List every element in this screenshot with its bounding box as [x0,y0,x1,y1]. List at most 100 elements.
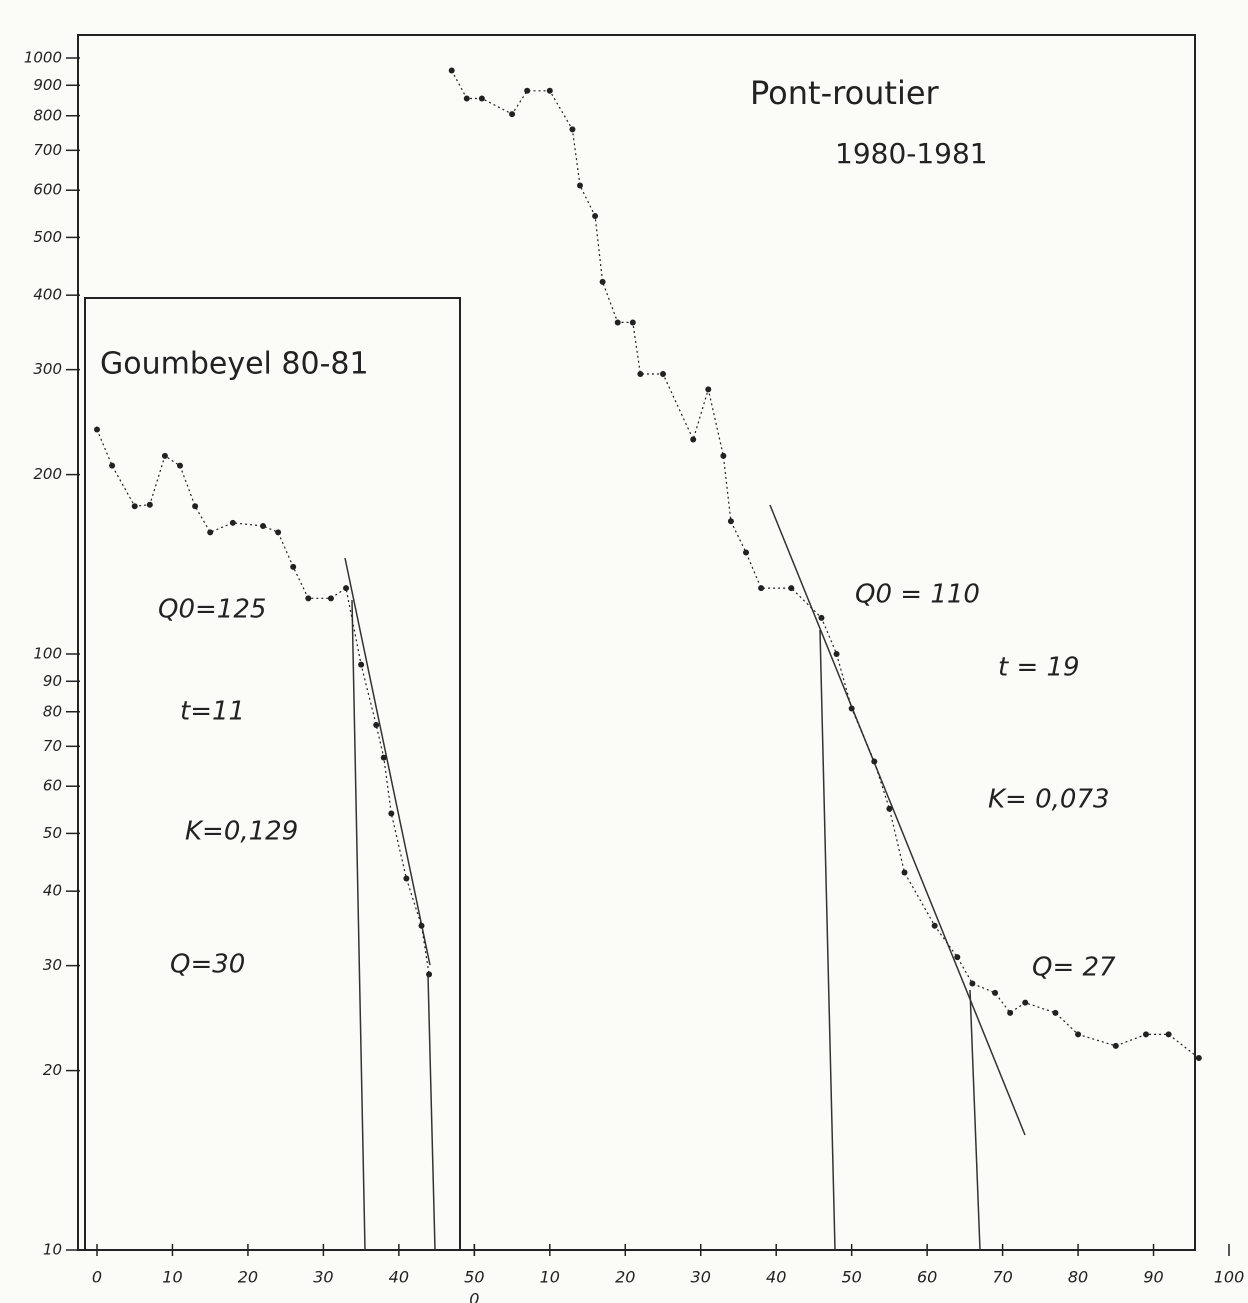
data-point [833,651,840,657]
inset-frame [84,297,461,1251]
chart-title: Pont-routier [750,74,940,112]
y-tick-label: 700 [33,141,62,159]
data-point [448,67,455,74]
x-tick-label: 80 [1068,1268,1088,1287]
data-point [418,922,425,929]
data-point [177,462,184,469]
data-point [327,595,334,602]
data-point [1142,1031,1149,1038]
y-tick-label: 900 [33,76,62,94]
cut-line [351,599,366,1251]
data-point [569,126,576,133]
x-tick-label: 100 [1214,1268,1245,1287]
inset-title: Goumbeyel 80-81 [100,347,369,382]
y-tick-label: 80 [43,702,62,720]
data-point [758,585,765,592]
x-tick-label: 0 [92,1268,102,1287]
data-point [901,869,908,876]
data-point [931,922,938,929]
x-tick-label: 30 [313,1268,333,1287]
y-tick-label: 20 [43,1061,62,1079]
annotation: K=0,129 [185,817,298,847]
data-point [1052,1009,1059,1016]
x-tick-label: 40 [766,1268,786,1287]
chart-subtitle: 1980-1981 [835,137,988,170]
data-point [509,111,516,118]
y-tick-label: 800 [33,106,62,124]
x-tick-label: 70 [992,1268,1012,1287]
data-point [629,319,636,326]
data-point [161,452,168,459]
frame [77,34,1196,1251]
y-tick-label: 60 [43,777,62,795]
data-point [229,519,236,526]
x-tick-label: 40 [389,1268,409,1287]
x-tick-label: 10 [540,1268,560,1287]
data-point [727,518,734,525]
x-tick-label: 50 [464,1268,484,1287]
data-point [1075,1031,1082,1038]
annotation: Q= 27 [1032,953,1116,983]
data-point [1165,1031,1172,1038]
data-point [305,595,312,602]
data-point [818,614,825,621]
y-tick-label: 1000 [24,49,62,67]
data-point [720,452,727,459]
annotation: t=11 [180,697,245,727]
data-point [358,661,365,668]
x-tick-label: 20 [615,1268,635,1287]
data-point [463,95,470,102]
data-point [871,758,878,765]
data-point [192,503,199,510]
data-point [954,954,961,961]
data-point [969,980,976,987]
y-tick-label: 70 [43,737,62,755]
data-point [290,563,297,570]
data-point [1112,1042,1119,1049]
data-point [992,989,999,996]
data-point [131,503,138,510]
cut-line [969,989,981,1251]
data-point [403,875,410,882]
x-tick-label: 10 [162,1268,182,1287]
data-point [705,386,712,393]
data-point [373,722,380,729]
data-point [592,213,599,220]
data-point [788,585,795,592]
data-point [848,705,855,712]
data-point [388,810,395,817]
data-point [1007,1009,1014,1016]
data-point [599,278,606,285]
series-line [451,70,1200,1059]
data-point [886,805,893,812]
data-point [146,501,153,508]
data-point [1195,1054,1202,1061]
data-point [576,182,583,189]
data-point [343,585,350,592]
cut-line [427,974,436,1251]
data-point [94,426,100,433]
data-point [1022,999,1029,1006]
data-point [207,529,214,536]
data-point [260,522,267,529]
y-tick-label: 50 [43,824,62,842]
y-tick-label: 400 [33,286,62,304]
series-line [96,429,430,975]
data-point [109,462,116,469]
x-tick-label: 90 [1143,1268,1163,1287]
data-point [380,754,387,761]
x-tick-label: 20 [238,1268,258,1287]
x-tick-label: 50 [841,1268,861,1287]
data-point [690,436,697,443]
y-tick-label: 600 [33,181,62,199]
y-tick-label: 300 [33,360,62,378]
y-tick-label: 500 [33,228,62,246]
fit-line [769,504,1026,1136]
annotation: Q=30 [170,950,245,980]
y-tick-label: 10 [43,1241,62,1259]
y-tick-label: 200 [33,465,62,483]
y-tick-label: 90 [43,672,62,690]
data-point [275,529,282,536]
annotation: K= 0,073 [988,785,1110,815]
